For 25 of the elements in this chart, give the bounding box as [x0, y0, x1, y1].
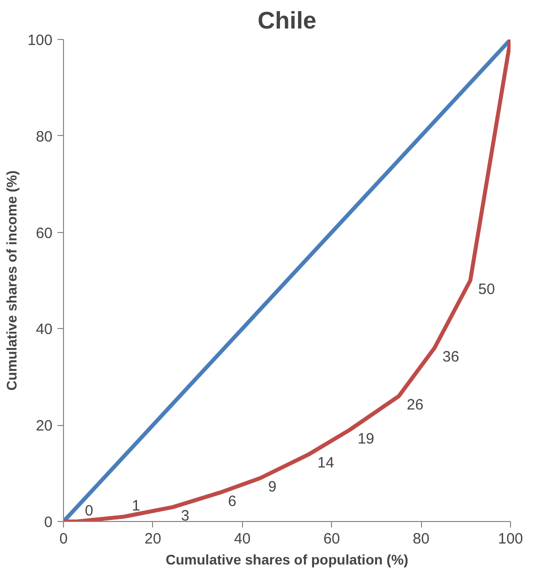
y-tick-label: 40 [36, 321, 53, 338]
y-tick-label: 20 [36, 418, 53, 435]
x-tick-label: 60 [323, 530, 340, 548]
chart-title: Chile [258, 8, 316, 34]
y-axis-title: Cumulative shares of income (%) [3, 170, 20, 391]
x-tick-label: 100 [498, 530, 524, 548]
y-tick-label: 100 [27, 32, 53, 49]
data-label: 6 [228, 493, 236, 510]
x-tick-label: 0 [59, 530, 68, 548]
y-tick-label: 60 [36, 224, 53, 242]
data-label: 1 [132, 498, 140, 515]
data-label: 19 [358, 430, 374, 448]
y-tick-label: 80 [36, 128, 53, 146]
data-label: 0 [84, 502, 94, 520]
data-label: 3 [181, 508, 190, 525]
x-axis-title: Cumulative shares of population (%) [166, 552, 408, 568]
data-label: 9 [268, 478, 277, 496]
x-tick-label: 20 [144, 530, 162, 548]
data-label: 14 [317, 454, 334, 472]
x-tick-label: 40 [234, 530, 251, 548]
y-tick-label: 0 [44, 514, 52, 531]
data-label: 50 [478, 281, 495, 298]
data-label: 36 [442, 348, 460, 366]
x-tick-label: 80 [412, 530, 430, 548]
data-label: 26 [406, 396, 424, 414]
